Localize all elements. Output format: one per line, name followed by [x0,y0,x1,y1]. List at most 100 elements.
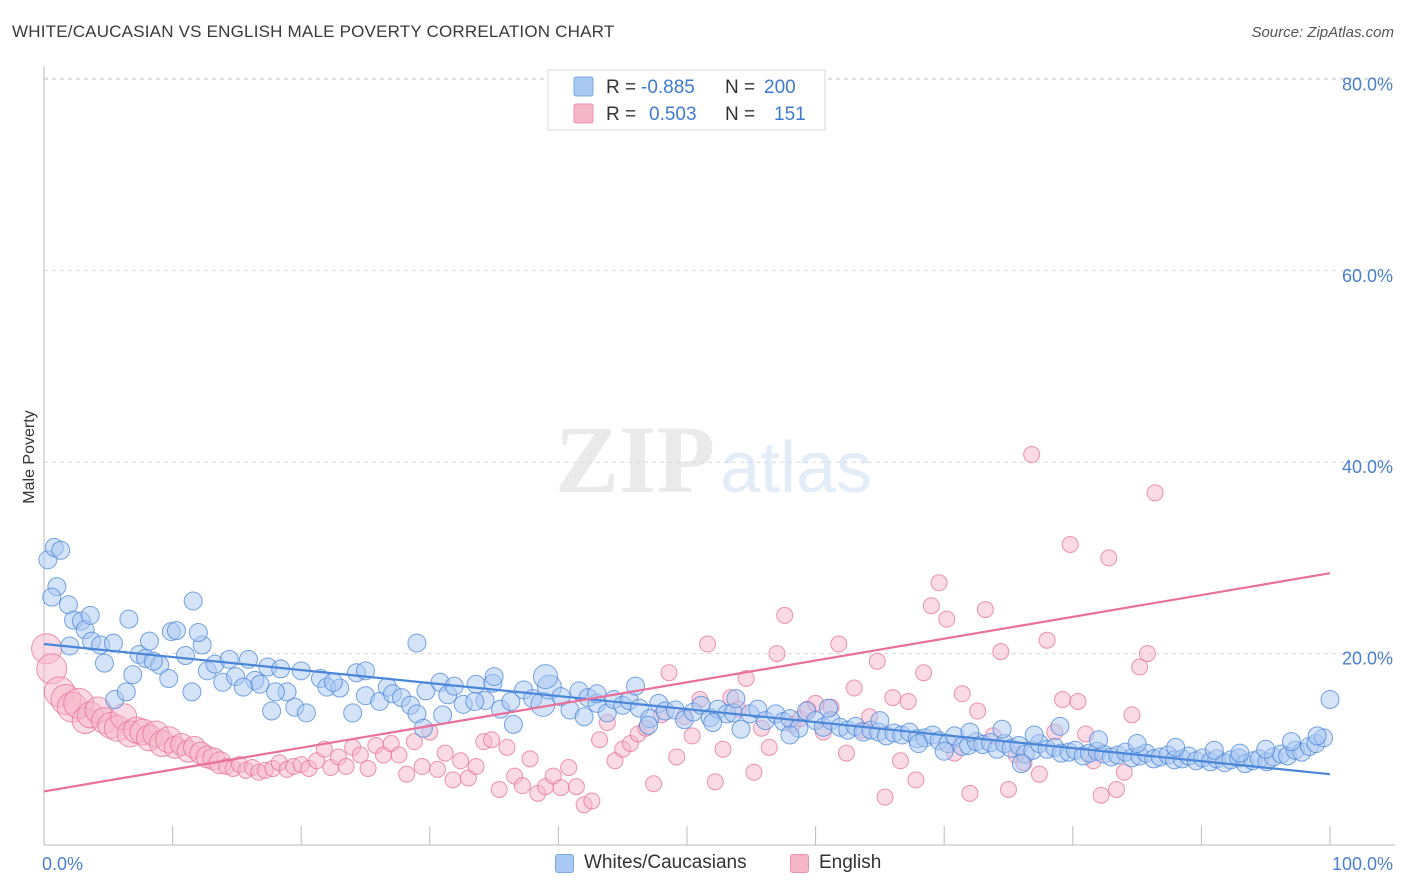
data-point [51,540,71,560]
legend-bottom-label-english: English [819,852,882,873]
data-point [938,610,956,628]
data-point [1024,725,1044,745]
y-tick-label: 40.0% [1342,457,1393,477]
data-point [703,713,723,733]
data-point [884,689,902,707]
data-point [1138,645,1156,663]
data-point [899,692,917,710]
data-point [1127,734,1147,754]
legend-bottom-swatch-english [790,853,809,873]
x-tick-label: 0.0% [42,854,83,874]
data-point [323,672,343,692]
legend-r-value-white: -0.885 [641,77,695,98]
watermark: ZIP atlas [555,406,872,513]
trend-line-english [43,572,1331,793]
data-point [1089,730,1109,750]
data-point [992,719,1012,739]
data-point [915,664,933,682]
data-point [1131,658,1149,676]
data-point [745,763,763,781]
data-point [182,682,202,702]
data-point [265,682,285,702]
data-point [429,760,447,778]
data-point [188,623,208,643]
data-point [183,591,203,611]
legend-bottom-swatch-white [555,853,574,873]
data-point [503,714,523,734]
data-point [583,792,601,810]
data-point [1023,446,1041,464]
data-point [699,635,717,653]
data-point [992,643,1010,661]
data-point [1281,732,1301,752]
chart-source: Source: ZipAtlas.com [1251,24,1394,41]
legend-n-value-english: 151 [774,104,806,125]
data-point [780,725,800,745]
data-point [591,731,609,749]
data-point [501,691,521,711]
data-point [465,691,485,711]
legend-box [547,69,826,131]
data-point [1054,691,1072,709]
y-tick-label: 80.0% [1342,74,1393,94]
axes [43,66,1395,846]
legend-item-white: Whites/Caucasians [555,852,747,874]
data-point [359,759,377,777]
data-point [175,646,195,666]
data-point [337,758,355,776]
data-point [768,645,786,663]
data-point [953,685,971,703]
data-point [405,733,423,751]
data-point [837,744,855,762]
data-point [139,631,159,651]
data-point [574,707,594,727]
data-point [1115,763,1133,781]
data-point [533,664,559,690]
y-axis-label: Male Poverty [21,410,38,503]
data-point [233,677,253,697]
data-point [1038,631,1056,649]
data-point [922,597,940,615]
data-point [776,606,794,624]
trend-line-white [43,642,1331,776]
legend-top: R = -0.885 N = 200 R = 0.503 N = 151 [547,69,826,131]
white-points [38,537,1340,774]
legend-swatch-white [573,76,594,97]
data-point [1256,739,1276,759]
data-point [262,701,282,721]
data-point [490,780,508,798]
data-point [930,574,948,592]
watermark-zip: ZIP [555,406,715,513]
data-point [94,653,114,673]
data-point [1000,780,1017,798]
data-point [1030,765,1048,783]
data-point [969,702,987,720]
data-point [760,738,778,756]
data-point [1050,716,1070,736]
data-point [868,652,886,670]
data-point [683,727,701,745]
data-point [444,771,462,789]
data-point [513,777,531,795]
data-point [934,741,954,761]
data-point [1108,780,1126,798]
data-point [668,748,686,766]
data-point [1307,726,1327,746]
y-tick-label: 60.0% [1342,266,1393,286]
data-point [143,651,163,671]
data-point [398,765,416,783]
legend-swatch-english [573,103,594,124]
watermark-atlas: atlas [720,428,872,508]
legend-r-value-english: 0.503 [649,104,697,125]
data-point [390,746,408,764]
data-point [706,773,724,791]
data-point [907,771,925,789]
data-point [467,758,485,776]
data-point [1092,786,1110,804]
data-point [483,731,501,749]
data-point [645,775,663,793]
legend-item-english: English [790,852,881,874]
data-point [714,740,732,758]
data-point [660,664,678,682]
